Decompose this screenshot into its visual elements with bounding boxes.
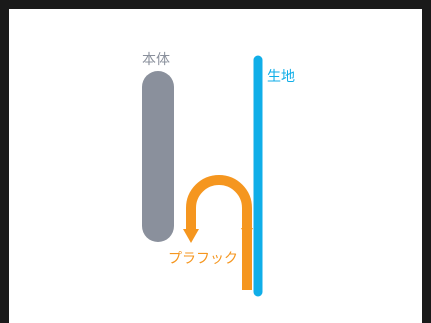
body-bar: [142, 71, 174, 242]
plaflock-left-tip: [183, 229, 199, 243]
fabric-label: 生地: [267, 69, 295, 85]
plaflock-hook: [186, 175, 252, 290]
body-label: 本体: [142, 52, 170, 68]
plaflock-right-barb: [241, 228, 253, 239]
plaflock-label: プラフック: [168, 251, 238, 267]
